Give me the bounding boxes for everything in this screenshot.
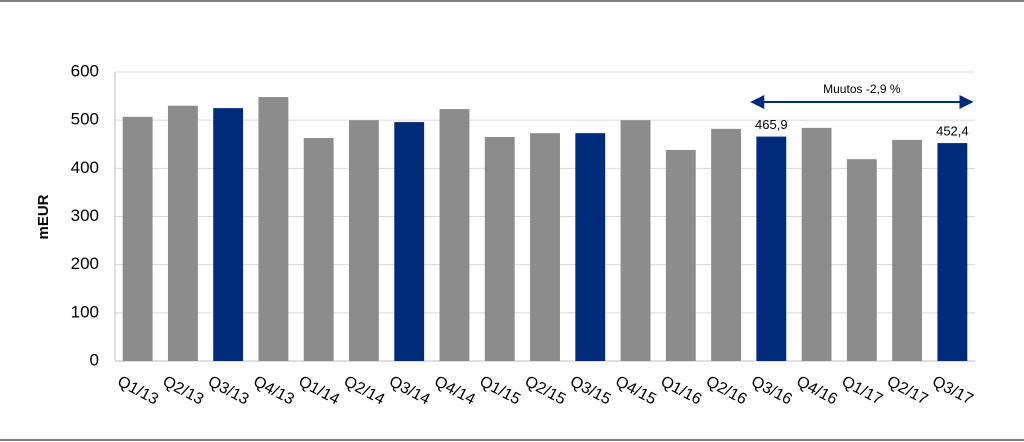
x-tick-label: Q3/14 <box>386 373 433 409</box>
bar <box>892 139 923 361</box>
value-label: 452,4 <box>936 124 969 139</box>
bar <box>349 120 379 362</box>
bar <box>484 137 515 361</box>
x-tick-label: Q2/13 <box>160 373 207 409</box>
x-tick-label: Q2/14 <box>341 373 388 409</box>
bar <box>665 150 696 361</box>
bar <box>122 116 153 361</box>
x-tick-label: Q4/15 <box>612 373 659 409</box>
x-tick-label: Q3/16 <box>748 373 795 409</box>
y-tick-label: 200 <box>71 254 99 273</box>
bar <box>394 122 425 362</box>
bar <box>530 133 560 361</box>
x-tick-label: Q3/13 <box>205 373 252 409</box>
x-tick-label: Q4/14 <box>431 373 478 409</box>
x-tick-label: Q1/17 <box>839 373 886 409</box>
y-tick-label: 0 <box>90 350 99 369</box>
bar <box>711 128 741 361</box>
bar <box>620 120 651 362</box>
bar <box>846 159 877 361</box>
bar <box>303 137 334 361</box>
x-tick-label: Q2/16 <box>703 373 750 409</box>
bar <box>258 97 289 362</box>
x-tick-label: Q3/15 <box>567 373 614 409</box>
annotation: Muutos -2,9 % <box>823 82 901 96</box>
bar <box>801 127 832 361</box>
bar <box>167 105 198 361</box>
x-tick-label: Q3/17 <box>929 373 976 409</box>
y-tick-label: 300 <box>71 206 99 225</box>
x-tick-label: Q1/15 <box>477 373 524 409</box>
x-tick-label: Q1/16 <box>658 373 705 409</box>
y-tick-label: 600 <box>71 61 99 80</box>
x-tick-label: Q1/13 <box>115 373 162 409</box>
x-tick-label: Q4/13 <box>250 373 297 409</box>
bar <box>575 133 606 361</box>
x-tick-label: Q1/14 <box>296 373 343 409</box>
value-label: 465,9 <box>755 117 788 132</box>
y-axis-label: mEUR <box>35 194 52 239</box>
x-tick-label: Q4/16 <box>793 373 840 409</box>
y-tick-label: 400 <box>71 158 99 177</box>
x-tick-label: Q2/15 <box>522 373 569 409</box>
bar <box>756 136 787 361</box>
y-tick-label: 100 <box>71 302 99 321</box>
bar <box>937 143 968 361</box>
bar <box>213 108 244 361</box>
y-tick-label: 500 <box>71 110 99 129</box>
x-tick-label: Q2/17 <box>884 373 931 409</box>
bar <box>439 109 470 361</box>
